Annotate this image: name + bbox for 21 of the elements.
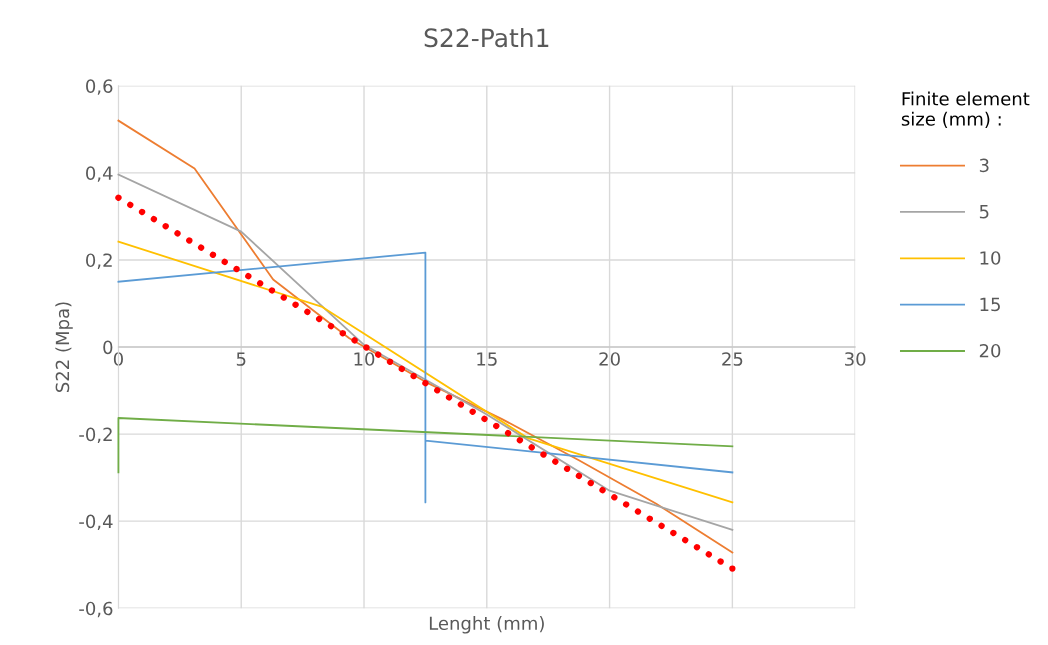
- y-tick-label: 0,4: [86, 166, 113, 182]
- y-tick-label: 0,2: [86, 253, 112, 269]
- y-tick-label: -0,2: [79, 427, 112, 444]
- y-axis-title: S22 (Mpa): [55, 302, 73, 393]
- legend-label: 10: [980, 251, 1001, 265]
- y-tick-label: 0: [103, 340, 113, 355]
- y-tick-label: -0,6: [79, 601, 113, 618]
- x-tick-label: 25: [722, 352, 743, 366]
- legend-label: 5: [979, 205, 989, 219]
- x-tick-label: 30: [845, 352, 866, 366]
- legend-label: 15: [980, 297, 1000, 312]
- y-tick-label: -0,4: [79, 514, 113, 531]
- x-tick-label: 15: [477, 352, 497, 366]
- x-axis-title: Lenght (mm): [429, 616, 544, 634]
- x-tick-label: 5: [236, 352, 246, 366]
- legend-label: 3: [979, 158, 989, 173]
- chart-title: S22-Path1: [424, 27, 549, 48]
- x-tick-label: 20: [599, 352, 620, 366]
- legend-title: Finite element size (mm) :: [901, 91, 1030, 128]
- x-tick-label: 10: [354, 352, 375, 366]
- y-tick-label: 0,6: [86, 79, 113, 95]
